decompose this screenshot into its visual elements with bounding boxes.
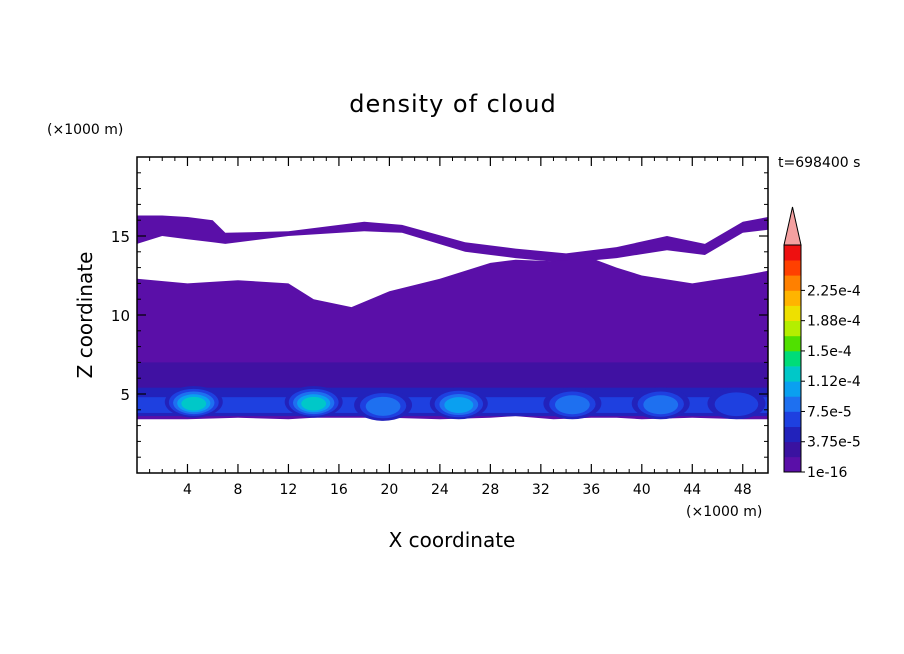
- colorbar-over-arrow: [783, 206, 802, 246]
- convective-cell: [284, 386, 343, 418]
- y-axis-label: Z coordinate: [73, 252, 97, 379]
- cell-contour-level-6: [181, 396, 207, 411]
- cell-contour-level-4: [365, 396, 401, 416]
- colorbar-label: 1.88e-4: [807, 314, 861, 330]
- colorbar-label: 2.25e-4: [807, 283, 861, 299]
- y-tick-label: 10: [111, 307, 130, 325]
- cell-contour-level-4: [643, 395, 679, 415]
- x-tick-label: 44: [683, 482, 701, 498]
- x-unit-label: (×1000 m): [686, 504, 762, 520]
- cell-contour-level-3: [714, 392, 759, 417]
- x-axis-label: X coordinate: [389, 528, 516, 552]
- colorbar-label: 1e-16: [807, 465, 847, 481]
- colorbar-swatch: [784, 290, 801, 306]
- convective-cell: [631, 387, 690, 420]
- colorbar-swatch: [784, 335, 801, 352]
- colorbar-label: 3.75e-5: [807, 435, 861, 451]
- convective-cell: [429, 387, 488, 420]
- y-tick-label: 15: [111, 228, 130, 246]
- colorbar-swatch: [784, 305, 801, 321]
- x-tick-label: 36: [582, 482, 600, 498]
- y-tick-label: 5: [120, 386, 130, 404]
- time-label: t=698400 s: [778, 155, 860, 171]
- x-tick-label: 24: [431, 482, 449, 498]
- colorbar-swatch: [784, 411, 801, 427]
- colorbar-swatch: [784, 350, 801, 367]
- colorbar-swatch: [784, 426, 801, 443]
- convective-cell: [164, 386, 223, 418]
- colorbar-label: 7.5e-5: [807, 404, 852, 420]
- colorbar-swatch: [784, 275, 801, 291]
- x-tick-label: 8: [233, 482, 242, 498]
- x-tick-label: 32: [532, 482, 550, 498]
- convective-cell: [354, 389, 413, 421]
- convective-cell: [707, 387, 766, 420]
- cell-contour-level-5: [444, 397, 474, 413]
- colorbar-label: 1.12e-4: [807, 374, 861, 390]
- colorbar-label: 1.5e-4: [807, 344, 852, 360]
- colorbar-frame: [783, 244, 802, 473]
- colorbar-swatch: [784, 260, 801, 276]
- density-field: [137, 215, 768, 421]
- x-tick-label: 4: [183, 482, 192, 498]
- y-unit-label: (×1000 m): [47, 122, 123, 138]
- colorbar-swatch: [784, 456, 801, 473]
- colorbar-swatch: [784, 381, 801, 397]
- colorbar-swatch: [784, 366, 801, 382]
- x-tick-label: 48: [734, 482, 752, 498]
- x-tick-label: 16: [330, 482, 348, 498]
- convective-cell: [543, 387, 602, 420]
- colorbar-swatch: [784, 396, 801, 412]
- x-tick-label: 12: [280, 482, 298, 498]
- colorbar-swatch: [784, 320, 801, 337]
- colorbar-swatch: [784, 441, 801, 458]
- x-tick-label: 28: [481, 482, 499, 498]
- cell-contour-level-4: [554, 395, 590, 415]
- cell-contour-level-6: [301, 396, 327, 411]
- chart-title: density of cloud: [349, 90, 556, 118]
- x-tick-label: 20: [380, 482, 398, 498]
- x-tick-label: 40: [633, 482, 651, 498]
- colorbar: 2.25e-4 1.88e-4 1.5e-4 1.12e-4 7.5e-5 3.75e-5…: [783, 206, 861, 481]
- cloud-layer-upper: [137, 215, 768, 263]
- colorbar-swatch: [784, 245, 801, 261]
